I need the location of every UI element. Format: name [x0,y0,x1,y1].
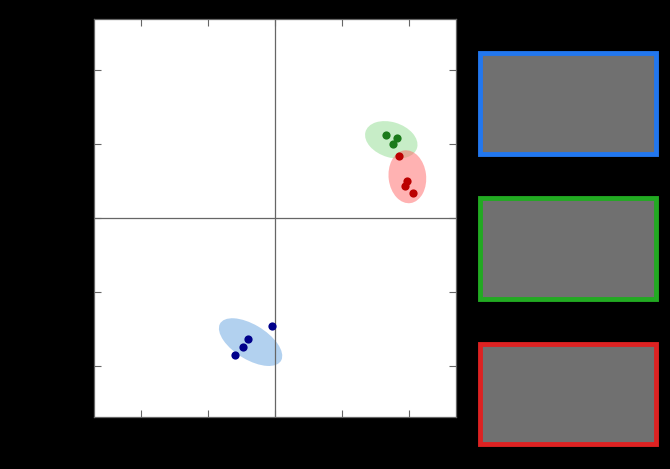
Point [387,141,398,148]
FancyBboxPatch shape [480,343,656,445]
Point [229,352,240,359]
Point [402,177,413,185]
Y-axis label: Canonical correlations axis 3: Canonical correlations axis 3 [32,103,47,333]
FancyBboxPatch shape [480,198,656,299]
Point [407,189,418,197]
Point [399,182,410,189]
Point [391,135,402,142]
Ellipse shape [219,318,282,366]
Point [394,152,405,160]
Point [243,335,253,343]
Point [237,343,248,350]
X-axis label: Canonical correlations axis 1: Canonical correlations axis 1 [159,445,391,460]
FancyBboxPatch shape [480,53,656,154]
Point [267,322,277,330]
Ellipse shape [365,121,417,159]
Ellipse shape [389,150,426,203]
Point [381,132,391,139]
